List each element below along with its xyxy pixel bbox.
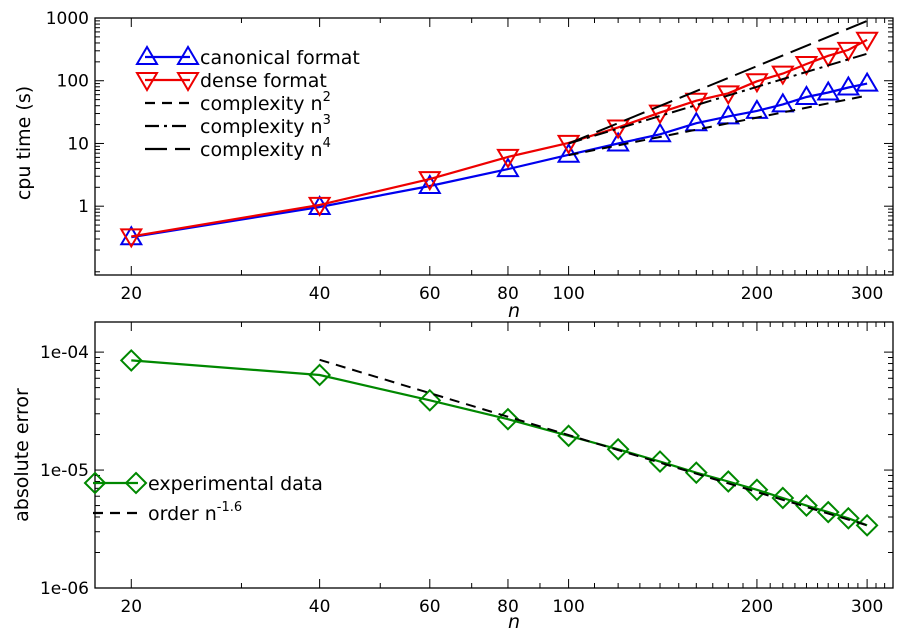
data-point-marker [176, 72, 200, 92]
data-point-marker [771, 92, 795, 113]
data-point-marker [83, 471, 107, 495]
data-point-marker [119, 228, 144, 249]
x-axis-label: n [508, 611, 520, 633]
legend-label: complexity n3 [200, 113, 331, 138]
data-point-marker [855, 71, 879, 92]
x-axis-label: n [508, 300, 520, 322]
y-tick-label: 100 [57, 72, 89, 92]
data-point-marker [496, 407, 520, 431]
data-point-marker [307, 196, 332, 217]
x-tick-label: 40 [309, 284, 331, 304]
legend-label: experimental data [148, 473, 323, 495]
data-point-marker [648, 450, 672, 473]
data-point-marker [606, 131, 630, 152]
legend-superscript: 4 [323, 136, 331, 151]
x-tick-label: 80 [497, 597, 519, 617]
data-point-marker [745, 478, 769, 502]
data-point-marker [771, 65, 795, 86]
x-tick-label: 100 [552, 597, 584, 617]
x-tick-label: 300 [851, 284, 883, 304]
data-point-marker [135, 72, 159, 92]
x-tick-label: 60 [419, 284, 441, 304]
data-point-marker [816, 80, 840, 101]
chart-panel-1: 20 40 60 80 100 200 300 1 10 100 1000 n cpu time (s)… [13, 9, 894, 322]
x-tick-label: 200 [741, 284, 773, 304]
x-tick-label: 200 [741, 597, 773, 617]
data-point-marker [684, 461, 708, 485]
x-tick-label: 60 [419, 597, 441, 617]
data-point-marker [496, 157, 520, 178]
legend-label: canonical format [200, 47, 360, 69]
y-tick-label: 10 [67, 134, 89, 154]
data-point-marker [418, 174, 442, 194]
data-point-marker [606, 437, 630, 461]
data-point-marker [794, 85, 819, 106]
legend-label: complexity n4 [200, 136, 331, 161]
x-tick-label: 80 [497, 284, 519, 304]
data-point-marker [124, 471, 148, 495]
data-point-marker [855, 513, 879, 537]
data-point-marker [418, 171, 442, 192]
data-point-marker [176, 45, 200, 65]
series-line [568, 52, 868, 145]
data-point-marker [418, 388, 442, 412]
y-axis-label: absolute error [11, 388, 33, 522]
data-point-marker [308, 363, 332, 387]
legend-label: order n-1.6 [148, 500, 242, 525]
data-point-marker [794, 55, 819, 76]
data-point-marker [816, 47, 840, 68]
data-point-marker [135, 45, 159, 65]
legend-label: dense format [200, 70, 327, 92]
chart-panel-2: 20 40 60 80 100 200 300 1e-06 1e-05 1e-04 n absolut… [11, 321, 894, 633]
x-tick-label: 20 [120, 284, 142, 304]
x-tick-label: 100 [552, 284, 584, 304]
data-point-marker [836, 75, 861, 96]
data-point-marker [745, 73, 769, 94]
data-point-marker [855, 31, 879, 52]
data-point-marker [606, 119, 630, 140]
legend-superscript: 2 [323, 90, 331, 105]
data-point-marker [795, 494, 818, 517]
y-tick-label: 1e-05 [40, 461, 89, 481]
data-point-marker [119, 349, 143, 372]
x-tick-label: 300 [851, 597, 883, 617]
series-line [131, 38, 868, 238]
data-point-marker [836, 41, 861, 62]
series-line [568, 19, 868, 145]
y-tick-label: 1e-06 [40, 579, 89, 599]
y-tick-label: 1 [78, 197, 89, 217]
legend-superscript: -1.6 [217, 500, 242, 515]
x-tick-label: 40 [309, 597, 331, 617]
data-point-marker [836, 506, 860, 530]
data-point-marker [816, 500, 840, 524]
legend-superscript: 3 [323, 113, 331, 128]
data-point-marker [496, 148, 520, 169]
data-point-marker [557, 424, 581, 448]
data-point-marker [684, 92, 709, 113]
data-point-marker [556, 134, 581, 155]
data-point-marker [716, 470, 740, 493]
plot-frame [94, 321, 894, 589]
y-axis-label: cpu time (s) [13, 86, 35, 200]
data-point-marker [771, 486, 795, 510]
data-point-marker [684, 111, 709, 132]
y-tick-label: 1000 [46, 9, 89, 29]
data-point-marker [648, 122, 672, 143]
legend-label: complexity n2 [200, 90, 331, 115]
x-tick-label: 20 [120, 597, 142, 617]
y-tick-label: 1e-04 [40, 343, 89, 363]
series-line [319, 358, 868, 527]
